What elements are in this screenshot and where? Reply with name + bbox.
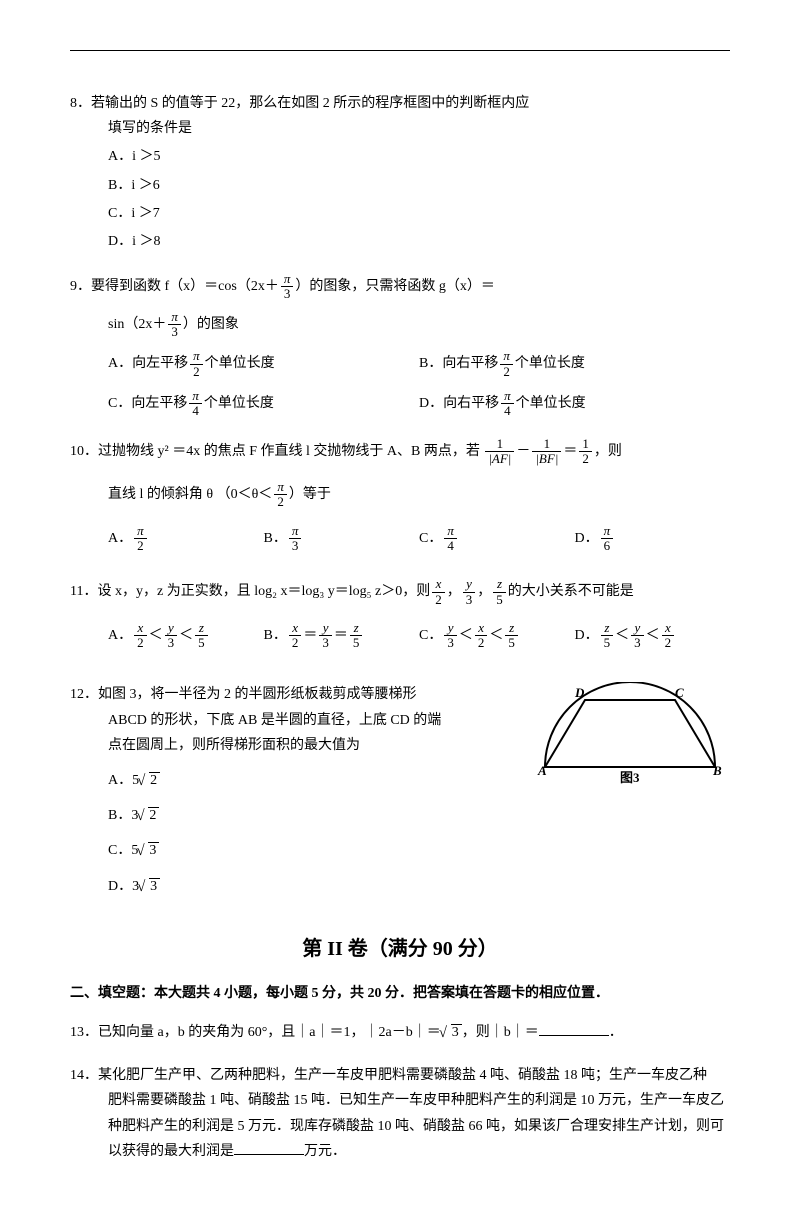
q14-l2: 肥料需要磷酸盐 1 吨、硝酸盐 15 吨．已知生产一车皮甲种肥料产生的利润是 1… (70, 1088, 730, 1113)
blank-q14 (234, 1141, 304, 1155)
q12-opt-b: B．32 (108, 803, 520, 828)
q10-opt-c: C．π4 (419, 524, 575, 554)
section-2-title: 第 II 卷（满分 90 分） (70, 931, 730, 967)
q10-opt-a: A．π2 (108, 524, 264, 554)
frac-1bf: 1|BF| (532, 437, 561, 467)
q14-l1: 某化肥厂生产甲、乙两种肥料，生产一车皮甲肥料需要磷酸盐 4 吨、硝酸盐 18 吨… (98, 1068, 707, 1083)
q11-options: A．x2＜y3＜z5 B．x2＝y3＝z5 C．y3＜x2＜z5 D．z5＜y3… (70, 615, 730, 657)
q11-opt-b: B．x2＝y3＝z5 (264, 621, 420, 651)
question-11: 11．设 x，y，z 为正实数，且 log₂ x＝log₃ y＝log₅ z＞0… (70, 577, 730, 656)
q11-num: 11． (70, 584, 97, 599)
question-13: 13．已知向量 a，b 的夹角为 60°，且｜a｜＝1，｜2a－b｜＝3，则｜b… (70, 1020, 730, 1045)
q9-opt-b: B．向右平移π2个单位长度 (419, 349, 730, 379)
question-8: 8．若输出的 S 的值等于 22，那么在如图 2 所示的程序框图中的判断框内应 … (70, 91, 730, 254)
question-9: 9．要得到函数 f（x）＝cos（2x＋π3）的图象，只需将函数 g（x）＝ s… (70, 272, 730, 418)
top-rule (70, 50, 730, 51)
q8-line2: 填写的条件是 (70, 116, 730, 141)
q13-t1: 已知向量 a，b 的夹角为 60°，且｜a｜＝1，｜2a－b｜＝ (98, 1025, 441, 1040)
q8-opt-d: D．i ＞8 (108, 229, 730, 254)
q10-text: 过抛物线 y² ＝4x 的焦点 F 作直线 l 交抛物线于 A、B 两点，若 (98, 444, 480, 459)
q12-opt-c: C．53 (108, 838, 520, 863)
q8-opt-b: B．i ＞6 (108, 173, 730, 198)
q8-num: 8． (70, 96, 91, 111)
q10-options: A．π2 B．π3 C．π4 D．π6 (70, 518, 730, 560)
q13-t3: ． (609, 1025, 623, 1040)
q12-opt-d: D．33 (108, 874, 520, 899)
q9-pre: 要得到函数 f（x）＝cos（2x＋ (91, 279, 279, 294)
frac-pi3: π3 (281, 272, 294, 302)
q14-num: 14． (70, 1068, 98, 1083)
question-10: 10．过抛物线 y² ＝4x 的焦点 F 作直线 l 交抛物线于 A、B 两点，… (70, 437, 730, 560)
q9-opt-d: D．向右平移π4个单位长度 (419, 389, 730, 419)
section-2-sub: 二、填空题：本大题共 4 小题，每小题 5 分，共 20 分．把答案填在答题卡的… (70, 981, 730, 1006)
q12-num: 12． (70, 687, 98, 702)
q12-options: A．52 B．32 C．53 D．33 (70, 768, 520, 899)
frac-1af: 1|AF| (485, 437, 514, 467)
svg-text:A: A (537, 763, 547, 778)
svg-text:C: C (675, 685, 684, 700)
svg-text:D: D (574, 685, 585, 700)
question-12: 12．如图 3，将一半径为 2 的半圆形纸板裁剪成等腰梯形 ABCD 的形状，下… (70, 682, 730, 908)
q8-options: A．i ＞5 B．i ＞6 C．i ＞7 D．i ＞8 (70, 144, 730, 254)
q12-l1: 如图 3，将一半径为 2 的半圆形纸板裁剪成等腰梯形 (98, 687, 417, 702)
q9-opt-a: A．向左平移π2个单位长度 (108, 349, 419, 379)
q11-opt-d: D．z5＜y3＜x2 (575, 621, 731, 651)
q12-l2: ABCD 的形状，下底 AB 是半圆的直径，上底 CD 的端 (70, 708, 520, 733)
q8-line1: 若输出的 S 的值等于 22，那么在如图 2 所示的程序框图中的判断框内应 (91, 96, 529, 111)
q8-opt-c: C．i ＞7 (108, 201, 730, 226)
q13-num: 13． (70, 1025, 98, 1040)
q13-t2: ，则｜b｜＝ (462, 1025, 539, 1040)
q10-line2: 直线 l 的倾斜角 θ （0＜θ＜π2）等于 (70, 480, 730, 510)
q9-opt-c: C．向左平移π4个单位长度 (108, 389, 419, 419)
question-14: 14．某化肥厂生产甲、乙两种肥料，生产一车皮甲肥料需要磷酸盐 4 吨、硝酸盐 1… (70, 1063, 730, 1164)
q14-l3: 种肥料产生的利润是 5 万元．现库存磷酸盐 10 吨、硝酸盐 66 吨，如果该厂… (70, 1114, 730, 1139)
q9-post: ）的图象，只需将函数 g（x）＝ (295, 279, 495, 294)
svg-text:图3: 图3 (620, 770, 640, 785)
q9-num: 9． (70, 279, 91, 294)
q10-opt-d: D．π6 (575, 524, 731, 554)
q10-num: 10． (70, 444, 98, 459)
q11-opt-a: A．x2＜y3＜z5 (108, 621, 264, 651)
frac-pi3-b: π3 (168, 310, 181, 340)
figure-3: A B C D 图3 (520, 682, 730, 908)
q11-pre: 设 x，y，z 为正实数，且 log₂ x＝log₃ y＝log₅ z＞0，则 (97, 584, 430, 599)
trapezoid-semicircle-icon: A B C D 图3 (530, 682, 730, 792)
q14-l4: 以获得的最大利润是万元． (70, 1139, 730, 1164)
q8-opt-a: A．i ＞5 (108, 144, 730, 169)
q11-opt-c: C．y3＜x2＜z5 (419, 621, 575, 651)
q12-l3: 点在圆周上，则所得梯形面积的最大值为 (70, 733, 520, 758)
svg-text:B: B (712, 763, 722, 778)
q10-opt-b: B．π3 (264, 524, 420, 554)
frac-half: 12 (579, 437, 592, 467)
blank-q13 (539, 1022, 609, 1036)
q9-options: A．向左平移π2个单位长度 B．向右平移π2个单位长度 C．向左平移π4个单位长… (70, 349, 730, 418)
q9-line2: sin（2x＋π3）的图象 (70, 310, 730, 340)
q12-opt-a: A．52 (108, 768, 520, 793)
